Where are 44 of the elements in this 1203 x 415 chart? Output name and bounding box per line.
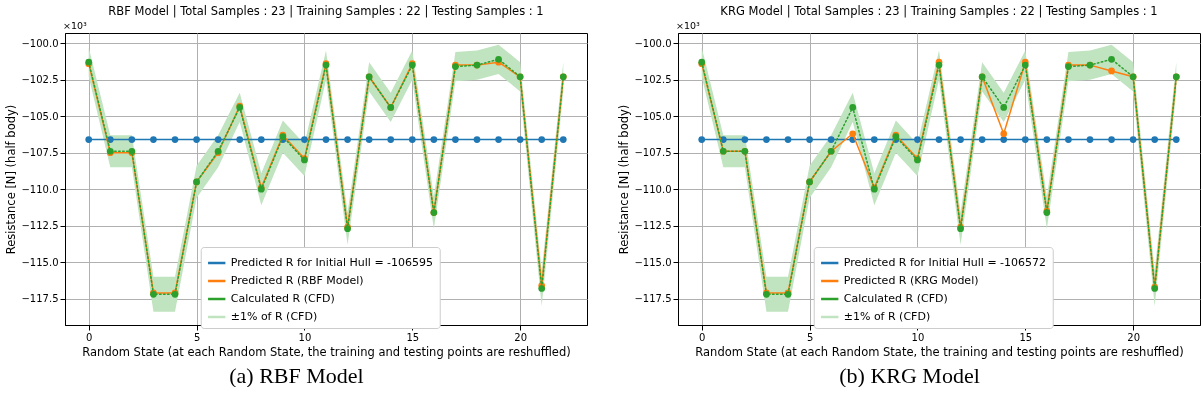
y-tick-label: −107.5 (634, 147, 672, 159)
y-tick-label: −105.0 (21, 110, 59, 122)
legend-label: Predicted R (KRG Model) (843, 274, 979, 287)
y-tick-label: −102.5 (634, 74, 672, 86)
x-axis-title: Random State (at each Random State, the training and testing points are reshuffled) (695, 344, 1184, 359)
y-tick-label: −107.5 (21, 147, 59, 159)
text: ×10³ (63, 20, 88, 31)
legend-label: Predicted R for Initial Hull = -106572 (843, 256, 1047, 269)
annotation: ±1% of R (CFD) (843, 310, 931, 323)
y-tick-label: −117.5 (21, 293, 59, 305)
y-tick-label: −115.0 (21, 256, 59, 268)
x-tick-label: 5 (806, 331, 814, 343)
y-axis-title: Resistance [N] (half body) (4, 104, 19, 255)
y-tick-label: −105.0 (634, 110, 672, 122)
x-tick-label: 10 (298, 331, 312, 343)
legend-label: Predicted R (RBF Model) (230, 274, 364, 287)
y-axis-title: Resistance [N] (half body) (617, 104, 632, 255)
y-tick-label: −110.0 (634, 183, 672, 195)
y-tick-label: −100.0 (634, 37, 672, 49)
legend-label: Predicted R for Initial Hull = -106595 (230, 256, 434, 269)
y-tick-label: −110.0 (21, 183, 59, 195)
x-tick-label: 5 (193, 331, 201, 343)
annotation: ±1% of R (CFD) (230, 310, 318, 323)
x-tick-label: 10 (911, 331, 925, 343)
x-tick-label: 15 (406, 331, 420, 343)
y-tick-label: −112.5 (21, 220, 59, 232)
x-axis-title: Random State (at each Random State, the training and testing points are reshuffled) (82, 344, 571, 359)
y-tick-label: −102.5 (21, 74, 59, 86)
text: ×10³ (676, 20, 701, 31)
x-tick-label: 0 (86, 331, 93, 343)
chart-title: RBF Model | Total Samples : 23 | Training Samples : 22 | Testing Samples : 1 (108, 3, 544, 18)
chart-title: KRG Model | Total Samples : 23 | Training Samples : 22 | Testing Samples : 1 (720, 3, 1158, 18)
y-tick-label: −112.5 (634, 220, 672, 232)
y-tick-label: −115.0 (634, 256, 672, 268)
text: (b) KRG Model (839, 363, 980, 388)
x-tick-label: 20 (1127, 331, 1140, 343)
x-tick-label: 0 (699, 331, 706, 343)
x-tick-label: 20 (514, 331, 527, 343)
y-tick-label: −100.0 (21, 37, 59, 49)
legend-label: Calculated R (CFD) (843, 292, 948, 305)
text: (a) RBF Model (229, 363, 364, 388)
x-tick-label: 15 (1019, 331, 1033, 343)
legend-label: Calculated R (CFD) (230, 292, 335, 305)
y-tick-label: −117.5 (634, 293, 672, 305)
